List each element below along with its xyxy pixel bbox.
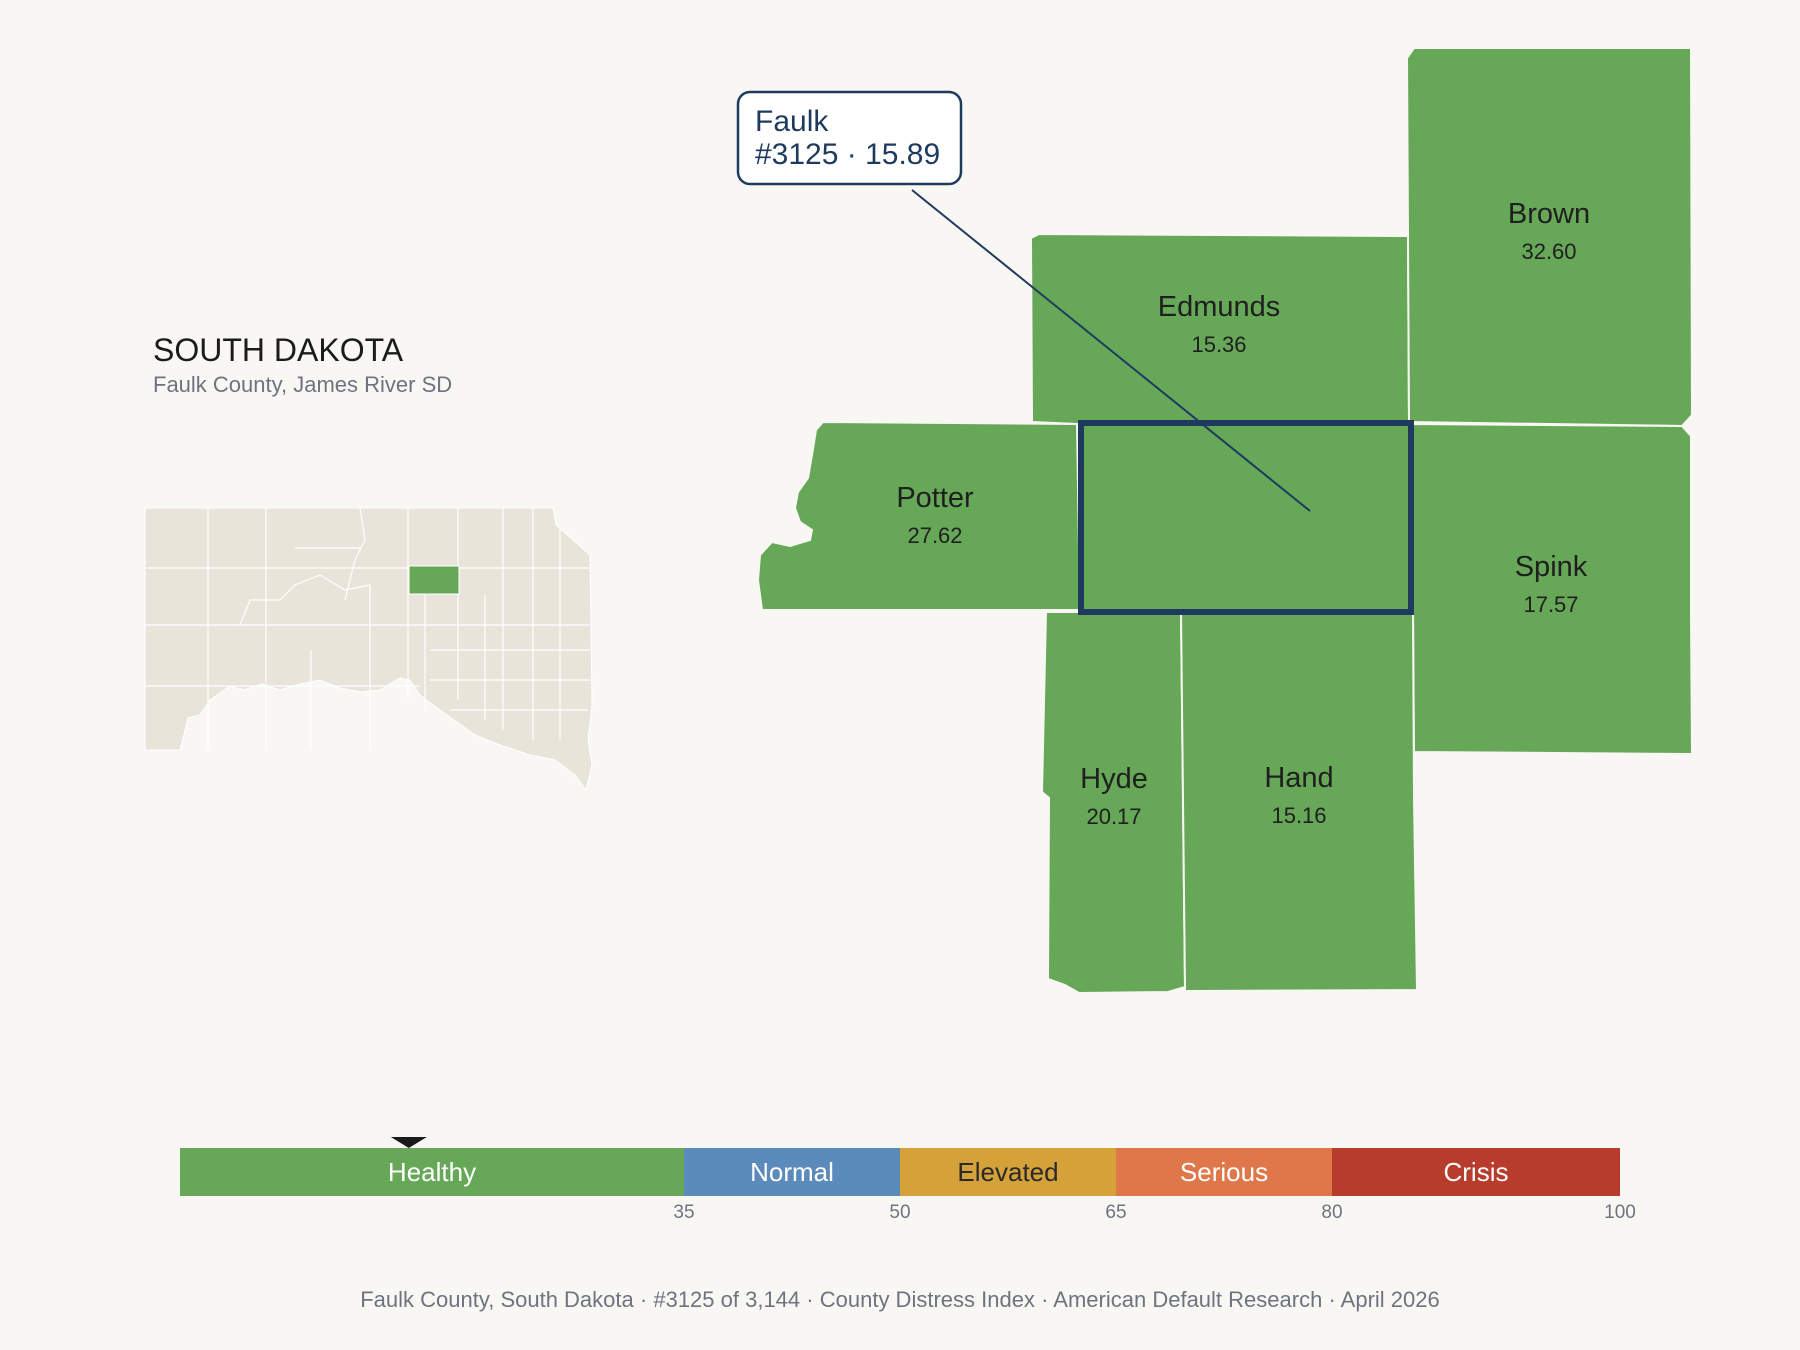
state-outline: [144, 507, 593, 792]
legend-tick-80: 80: [1321, 1202, 1342, 1223]
county-label-brown: Brown: [1508, 198, 1590, 230]
faulk-highlight-border: [1078, 420, 1414, 615]
footer-sep-3: ·: [1041, 1287, 1053, 1312]
legend-tick-35: 35: [673, 1202, 694, 1223]
faulk-callout: Faulk #3125 · 15.89: [736, 90, 1311, 512]
callout-detail: #3125 · 15.89: [755, 138, 940, 171]
county-edmunds[interactable]: [1029, 232, 1411, 426]
legend-band-normal: [684, 1148, 900, 1196]
legend-label-healthy: Healthy: [388, 1157, 476, 1187]
county-brown[interactable]: [1405, 47, 1694, 428]
county-label-edmunds: Edmunds: [1158, 291, 1281, 323]
legend-band-elevated: [900, 1148, 1116, 1196]
legend-marker-triangle: [390, 1137, 427, 1148]
county-label-spink: Spink: [1515, 551, 1588, 583]
county-label-potter: Potter: [896, 482, 974, 514]
legend-label-crisis: Crisis: [1444, 1157, 1509, 1187]
county-map: [756, 47, 1694, 995]
legend-label-serious: Serious: [1180, 1157, 1268, 1187]
legend-band-serious: [1116, 1148, 1332, 1196]
state-title: SOUTH DAKOTA: [153, 332, 404, 368]
county-value-potter: 27.62: [907, 523, 962, 548]
legend-band-healthy: [180, 1148, 684, 1196]
legend-band-crisis: [1332, 1148, 1620, 1196]
footer-rank: #3125 of 3,144: [653, 1287, 800, 1312]
county-spink[interactable]: [1409, 422, 1694, 756]
callout-leader-line: [911, 189, 1311, 512]
county-value-spink: 17.57: [1523, 592, 1578, 617]
county-value-brown: 32.60: [1521, 239, 1576, 264]
footer-sep-1: ·: [640, 1287, 653, 1312]
locator-faulk-highlight: [408, 565, 460, 595]
state-subtitle: Faulk County, James River SD: [153, 372, 452, 397]
legend-tick-65: 65: [1105, 1202, 1126, 1223]
callout-box: [736, 90, 963, 186]
footer-source: American Default Research: [1053, 1287, 1322, 1312]
county-hyde[interactable]: [1040, 611, 1187, 995]
county-value-hyde: 20.17: [1086, 804, 1141, 829]
footer-date: April 2026: [1341, 1287, 1440, 1312]
footer-index: County Distress Index: [820, 1287, 1035, 1312]
county-label-hand: Hand: [1264, 762, 1333, 794]
footer-sep-2: ·: [806, 1287, 819, 1312]
legend-tick-50: 50: [889, 1202, 910, 1223]
state-locator-map: [144, 507, 593, 792]
county-label-hyde: Hyde: [1080, 763, 1148, 795]
legend-tick-100: 100: [1604, 1202, 1636, 1223]
legend-label-normal: Normal: [750, 1157, 834, 1187]
county-hand[interactable]: [1179, 611, 1419, 993]
footer-sep-4: ·: [1328, 1287, 1340, 1312]
footer-text: Faulk County, South Dakota · #3125 of 3,…: [360, 1287, 1440, 1312]
county-grid-lines: [145, 507, 590, 750]
county-labels: Edmunds 15.36 Brown 32.60 Potter 27.62 S…: [896, 198, 1590, 829]
county-potter[interactable]: [756, 420, 1082, 611]
county-value-hand: 15.16: [1271, 803, 1326, 828]
county-value-edmunds: 15.36: [1191, 332, 1246, 357]
legend-label-elevated: Elevated: [957, 1157, 1058, 1187]
footer-county: Faulk County, South Dakota: [360, 1287, 634, 1312]
distress-legend: Healthy Normal Elevated Serious Crisis 35 50 6…: [180, 1137, 1636, 1223]
callout-county-name: Faulk: [755, 105, 829, 138]
county-faulk[interactable]: [1080, 422, 1413, 613]
